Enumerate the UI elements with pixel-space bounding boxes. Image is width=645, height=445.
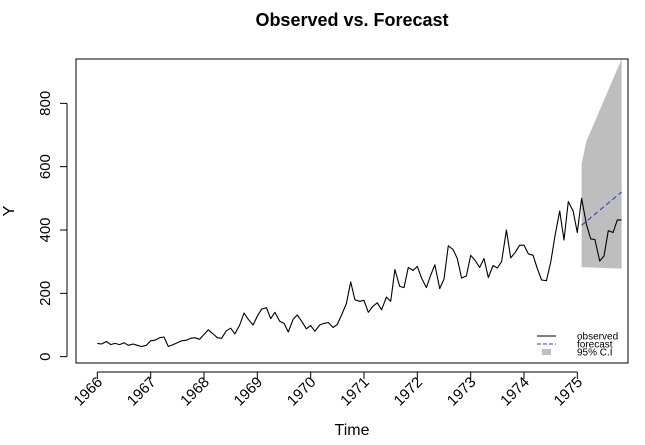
x-tick-label: 1966 bbox=[71, 374, 107, 410]
y-axis-label: Y bbox=[1, 205, 18, 216]
series-layer bbox=[97, 191, 622, 348]
x-tick-label: 1973 bbox=[444, 374, 480, 410]
y-tick-label: 0 bbox=[37, 352, 54, 360]
legend-label: forecast bbox=[577, 340, 613, 351]
x-axis-label: Time bbox=[335, 422, 370, 439]
y-tick-label: 200 bbox=[37, 281, 54, 306]
y-tick-label: 400 bbox=[37, 217, 54, 242]
legend-label: 95% C.I bbox=[577, 348, 613, 359]
ci-band-layer bbox=[581, 59, 622, 269]
x-tick-label: 1970 bbox=[284, 374, 320, 410]
x-tick-label: 1975 bbox=[551, 374, 587, 410]
plot-frame bbox=[75, 58, 629, 364]
chart-title: Observed vs. Forecast bbox=[255, 10, 448, 30]
x-tick-label: 1967 bbox=[124, 374, 160, 410]
y-tick-label: 600 bbox=[37, 154, 54, 179]
legend-label: observed bbox=[577, 332, 618, 343]
series-line-observed bbox=[97, 197, 622, 348]
x-axis: 1966 1967 1968 1969 1970 1971 1972 1973 1974 1975 bbox=[71, 371, 587, 410]
x-tick-label: 1974 bbox=[497, 374, 533, 410]
x-tick-label: 1969 bbox=[231, 374, 267, 410]
series-line-forecast bbox=[581, 191, 622, 226]
x-tick-label: 1972 bbox=[391, 374, 427, 410]
ci-band bbox=[581, 59, 622, 269]
x-tick-label: 1971 bbox=[337, 374, 373, 410]
y-tick-label: 800 bbox=[37, 91, 54, 116]
legend-swatch-ci bbox=[542, 349, 551, 355]
y-axis: 0 200 400 600 800 bbox=[37, 91, 68, 361]
x-tick-label: 1968 bbox=[177, 374, 213, 410]
